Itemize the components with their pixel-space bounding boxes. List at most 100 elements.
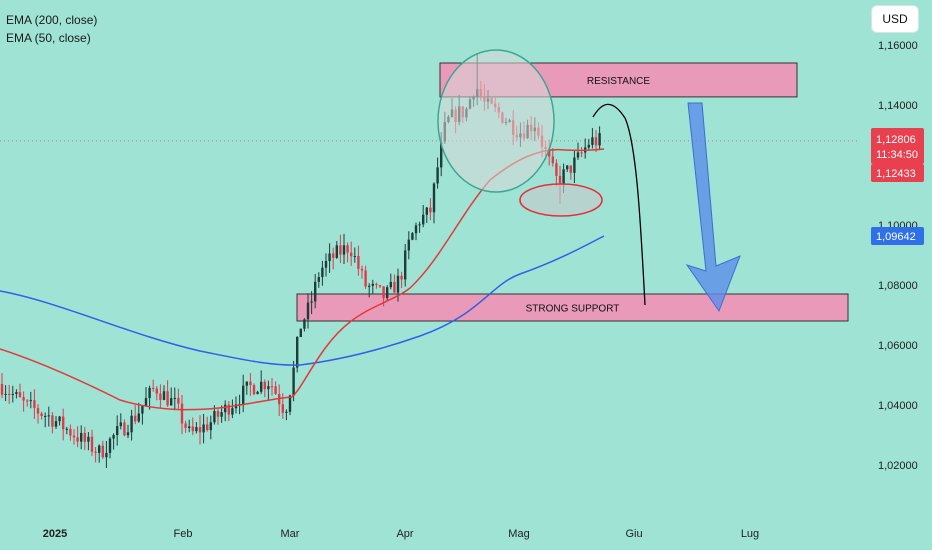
candle-body [80, 432, 83, 442]
candle-body [310, 301, 313, 303]
candle-body [170, 398, 173, 406]
candle-body [350, 252, 353, 257]
candle-body [422, 214, 425, 225]
candle-body [569, 165, 572, 173]
candle-body [335, 245, 338, 258]
y-tick-label: 1,02000 [878, 460, 918, 472]
candle-body [303, 319, 306, 329]
candle-body [375, 283, 378, 286]
ema50-tag [871, 164, 924, 182]
candle-body [324, 261, 328, 268]
candle-body [360, 268, 364, 271]
candle-body [386, 287, 389, 299]
candle-body [94, 451, 97, 453]
top-highlight-ellipse [437, 49, 555, 193]
candle-body [404, 250, 407, 280]
candle-body [407, 239, 410, 251]
candle-body [220, 412, 223, 417]
candle-body [364, 270, 367, 287]
candle-body [98, 445, 101, 453]
candle-body [126, 432, 130, 436]
candle-body [573, 157, 576, 173]
resistance-label: RESISTANCE [587, 76, 650, 87]
candle-body [317, 277, 320, 282]
candle-body [328, 253, 331, 262]
candle-body [396, 275, 400, 293]
indicator-legend: EMA (200, close) EMA (50, close) [6, 11, 97, 47]
candle-body [4, 393, 7, 395]
candle-body [587, 144, 590, 148]
candle-body [152, 387, 155, 389]
ema200-value: 1,09642 [876, 231, 916, 243]
candle-body [285, 411, 288, 413]
candle-body [231, 408, 234, 415]
candle-body [594, 137, 598, 146]
candle-body [188, 426, 191, 429]
projection-curve [592, 103, 646, 306]
candle-body [224, 404, 227, 413]
candle-body [558, 175, 562, 184]
candle-body [155, 388, 158, 394]
candle-body [342, 245, 346, 255]
candle-body [144, 398, 148, 407]
candle-body [378, 285, 382, 287]
ema200-tag [871, 227, 924, 245]
candle-body [357, 256, 360, 269]
candle-body [206, 424, 209, 431]
candle-body [209, 422, 212, 431]
candle-body [566, 165, 569, 170]
candle-body [44, 415, 47, 417]
candle-body [51, 415, 54, 427]
y-tick-label: 1,06000 [878, 340, 918, 352]
candle-body [195, 427, 198, 432]
candle-body [177, 397, 180, 404]
candle-body [598, 133, 601, 146]
candle-body [555, 163, 558, 176]
candle-body [371, 283, 374, 286]
candle-body [263, 381, 266, 390]
x-tick-label: Mag [508, 528, 529, 540]
candle-body [141, 406, 144, 414]
candle-body [130, 415, 133, 433]
candle-body [249, 381, 252, 386]
candle-body [69, 428, 72, 436]
ema200-legend[interactable]: EMA (200, close) [6, 13, 98, 27]
candle-body [108, 438, 112, 453]
candle-body [411, 233, 414, 240]
candle-body [191, 426, 194, 432]
candle-body [576, 152, 580, 158]
candle-body [242, 385, 245, 405]
candle-body [198, 427, 202, 433]
candle-body [101, 445, 104, 458]
candle-body [18, 392, 22, 398]
ema50-legend[interactable]: EMA (50, close) [6, 31, 91, 45]
candle-body [292, 367, 295, 396]
candle-body [260, 381, 263, 392]
candle-body [339, 245, 342, 255]
candle-body [62, 416, 65, 430]
candle-body [321, 267, 324, 278]
candle-body [256, 391, 259, 395]
candle-body [314, 281, 317, 302]
candle-body [22, 397, 25, 401]
x-tick-label: Lug [741, 528, 759, 540]
last-price-tag [871, 128, 924, 164]
candle-body [440, 141, 443, 168]
candle-body [87, 436, 90, 442]
candle-body [245, 381, 248, 386]
countdown-value: 11:34:50 [876, 149, 918, 161]
y-tick-label: 1,16000 [878, 40, 918, 52]
candle-body [159, 393, 162, 400]
candle-body [306, 302, 310, 320]
candle-body [393, 281, 396, 293]
candle-body [58, 416, 61, 422]
candle-body [267, 386, 270, 390]
candle-body [36, 408, 40, 414]
candle-body [0, 384, 4, 395]
candle-body [15, 392, 18, 394]
currency-button[interactable]: USD [872, 6, 918, 32]
candle-body [134, 415, 137, 422]
candle-body [162, 391, 166, 400]
